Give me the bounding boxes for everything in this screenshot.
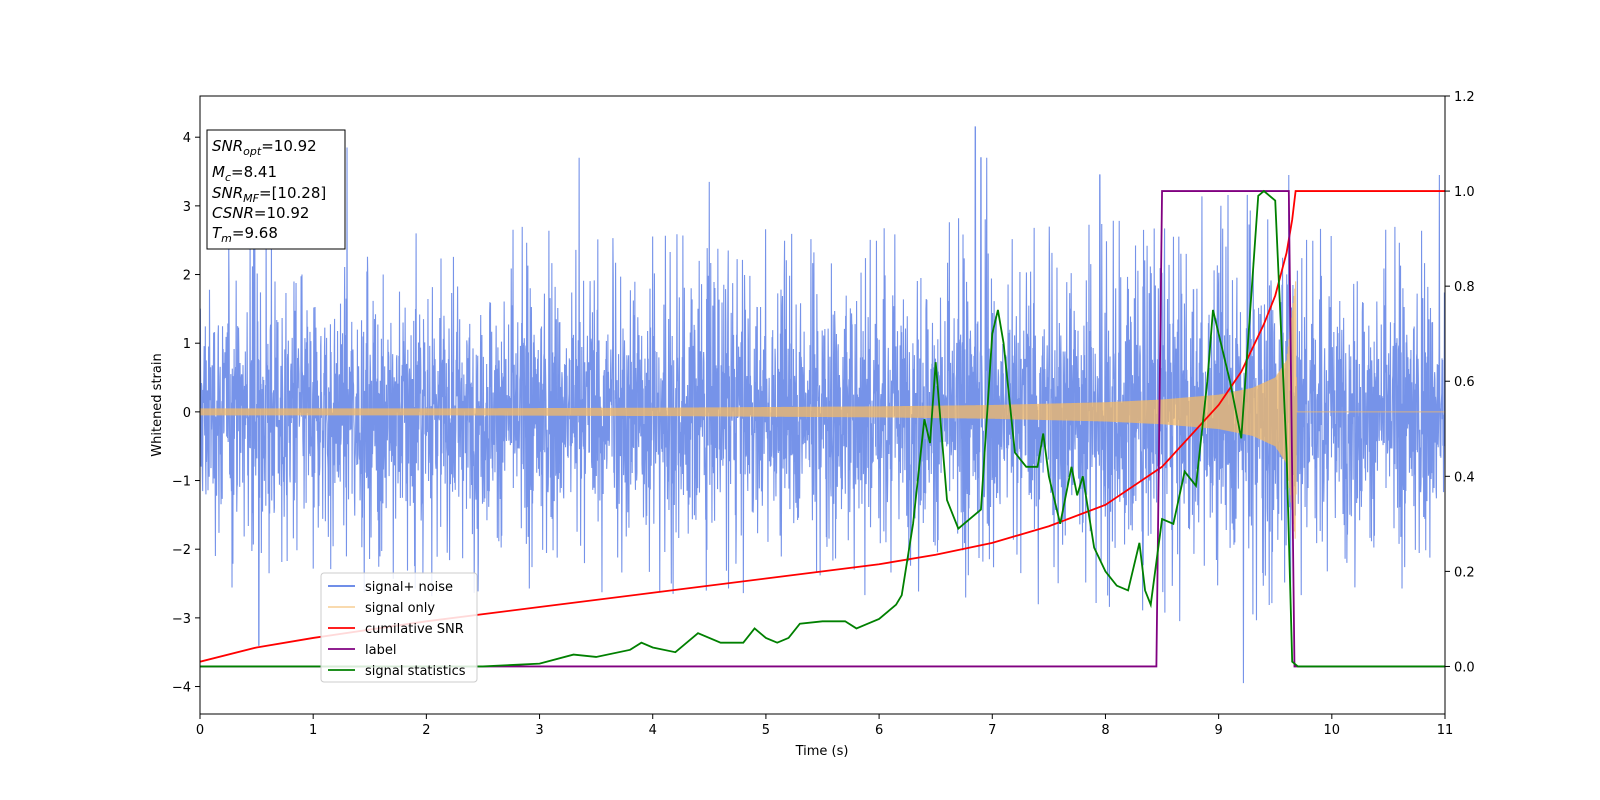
y2-tick-label: 0.4 — [1454, 470, 1475, 485]
y2-tick-label: 0.0 — [1454, 660, 1475, 675]
info-box: SNRopt=10.92 Mc=8.41SNRMF=[10.28]CSNR=10.… — [206, 129, 346, 250]
y2-tick-label: 1.2 — [1454, 90, 1475, 105]
info-line: SNRopt=10.92 — [212, 137, 317, 158]
series-signal-only — [200, 281, 1445, 539]
y-tick-label: −4 — [172, 681, 191, 696]
x-tick-label: 7 — [988, 723, 996, 738]
x-tick-label: 1 — [309, 723, 317, 738]
y-tick-label: 0 — [183, 406, 191, 421]
info-line: CSNR=10.92 — [212, 204, 309, 222]
x-tick-label: 8 — [1101, 723, 1109, 738]
y2-tick-label: 0.6 — [1454, 375, 1475, 390]
info-box-frame — [206, 129, 346, 250]
info-line: Tm=9.68 — [212, 224, 278, 245]
x-tick-label: 2 — [422, 723, 430, 738]
y-tick-label: 1 — [183, 337, 191, 352]
x-tick-label: 9 — [1214, 723, 1222, 738]
y-axis-label: Whitened strain — [150, 353, 165, 456]
axes-ticks: 0 1 2 3 4 5 6 7 8 9 10 11 −4 −3 −2 −1 0 1 2 3 4 0.0 0.2 0.4 0.6 0… — [172, 90, 1475, 738]
legend-label: label — [365, 643, 396, 658]
x-tick-label: 10 — [1324, 723, 1341, 738]
x-tick-label: 6 — [875, 723, 883, 738]
info-line: Mc=8.41 — [212, 163, 277, 184]
series-signal-statistics — [200, 189, 1445, 668]
y-tick-label: 2 — [183, 269, 191, 284]
y2-tick-label: 1.0 — [1454, 185, 1475, 200]
y2-tick-label: 0.2 — [1454, 565, 1475, 580]
axes-frame — [199, 95, 1446, 715]
legend-label: cumilative SNR — [365, 622, 464, 637]
legend-frame — [320, 572, 478, 683]
x-axis-label: Time (s) — [795, 744, 849, 759]
y-tick-label: −2 — [172, 543, 191, 558]
x-tick-label: 4 — [649, 723, 657, 738]
legend: signal+ noise signal only cumilative SNR la… — [320, 572, 478, 683]
y-tick-label: 3 — [183, 200, 191, 215]
y-tick-label: −3 — [172, 612, 191, 627]
y-tick-label: −1 — [172, 475, 191, 490]
x-tick-label: 3 — [535, 723, 543, 738]
info-line: SNRMF=[10.28] — [212, 184, 326, 205]
legend-label: signal only — [365, 601, 435, 616]
y-tick-label: 4 — [183, 131, 191, 146]
x-tick-label: 0 — [196, 723, 204, 738]
x-tick-label: 11 — [1437, 723, 1454, 738]
y2-tick-label: 0.8 — [1454, 280, 1475, 295]
legend-label: signal+ noise — [365, 580, 453, 595]
legend-label: signal statistics — [365, 664, 466, 679]
x-tick-label: 5 — [762, 723, 770, 738]
series-signal-noise — [200, 126, 1445, 684]
